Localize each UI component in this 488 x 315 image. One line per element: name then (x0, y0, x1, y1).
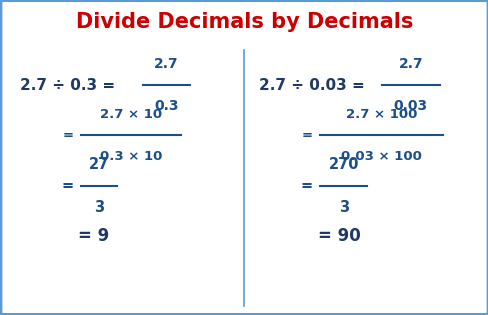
Text: 0.03: 0.03 (393, 99, 427, 113)
Text: 2.7 ÷ 0.3 =: 2.7 ÷ 0.3 = (20, 77, 115, 93)
Text: = 9: = 9 (78, 227, 109, 245)
Text: =: = (300, 178, 312, 193)
Text: 0.3: 0.3 (154, 99, 178, 113)
Text: 2.7 × 10: 2.7 × 10 (100, 108, 162, 121)
Text: 2.7 ÷ 0.03 =: 2.7 ÷ 0.03 = (259, 77, 364, 93)
Text: =: = (302, 129, 312, 142)
Text: Divide Decimals by Decimals: Divide Decimals by Decimals (76, 12, 412, 32)
Text: =: = (61, 178, 73, 193)
Text: =: = (62, 129, 73, 142)
Text: 2.7: 2.7 (398, 57, 422, 71)
Text: 2.7: 2.7 (154, 57, 178, 71)
Text: = 90: = 90 (317, 227, 360, 245)
Text: 2.7 × 100: 2.7 × 100 (345, 108, 416, 121)
Text: 3: 3 (94, 200, 103, 215)
Text: 0.3 × 10: 0.3 × 10 (100, 150, 162, 163)
Text: 270: 270 (328, 157, 358, 172)
Text: 3: 3 (338, 200, 348, 215)
Text: 0.03 × 100: 0.03 × 100 (340, 150, 421, 163)
Text: 27: 27 (88, 157, 109, 172)
